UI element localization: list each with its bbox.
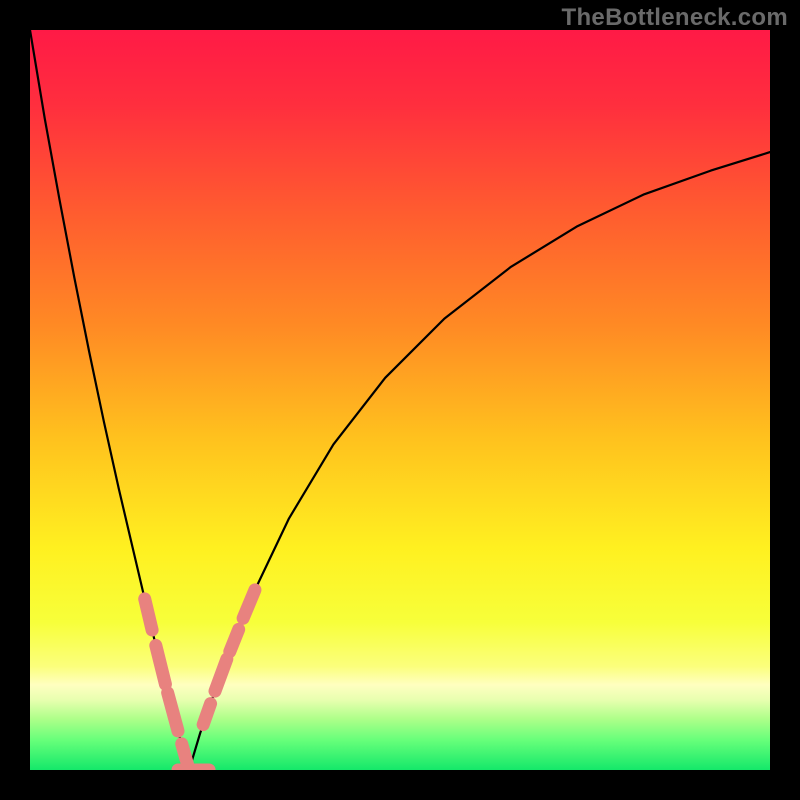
figure-root: { "watermark": { "text": "TheBottleneck.…	[0, 0, 800, 800]
marker-capsule	[203, 704, 210, 725]
watermark-text: TheBottleneck.com	[562, 4, 788, 32]
chart-svg	[30, 30, 770, 770]
marker-capsule	[145, 599, 152, 630]
plot-area	[30, 30, 770, 770]
marker-capsule	[182, 744, 188, 765]
marker-capsule	[230, 629, 239, 651]
gradient-background	[30, 30, 770, 770]
